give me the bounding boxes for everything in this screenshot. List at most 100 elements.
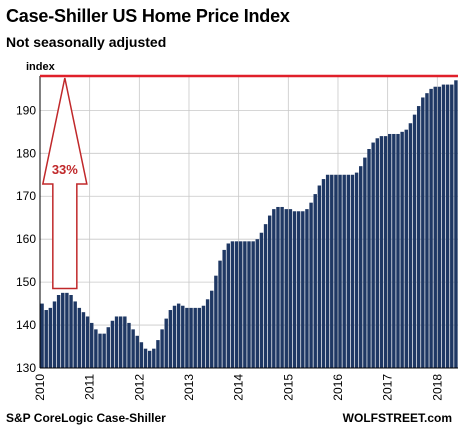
bar bbox=[164, 318, 168, 368]
x-tick-label: 2017 bbox=[381, 374, 395, 401]
bar bbox=[404, 129, 408, 368]
bar bbox=[127, 322, 131, 368]
bars bbox=[40, 80, 458, 369]
bar bbox=[69, 295, 73, 368]
bar bbox=[272, 209, 276, 368]
bar bbox=[412, 114, 417, 368]
bar bbox=[81, 312, 86, 368]
bar bbox=[284, 209, 288, 368]
bar bbox=[379, 136, 384, 368]
bar bbox=[234, 241, 239, 368]
x-tick-label: 2018 bbox=[430, 374, 444, 401]
bar bbox=[276, 206, 280, 368]
bar bbox=[383, 136, 388, 368]
bar bbox=[77, 307, 82, 368]
bar bbox=[251, 241, 255, 368]
bar bbox=[292, 211, 297, 368]
bar bbox=[189, 307, 193, 368]
bar bbox=[346, 174, 351, 368]
bar bbox=[226, 243, 231, 368]
bar bbox=[156, 340, 160, 368]
x-tick-label: 2014 bbox=[232, 374, 246, 401]
bar bbox=[52, 301, 57, 368]
bar bbox=[131, 329, 135, 368]
bar bbox=[85, 316, 90, 368]
bar bbox=[147, 350, 152, 368]
bar bbox=[247, 241, 251, 368]
bar bbox=[118, 316, 123, 368]
bar bbox=[301, 211, 305, 368]
bar bbox=[317, 185, 322, 368]
bar bbox=[437, 86, 442, 368]
bar bbox=[197, 307, 202, 368]
bar bbox=[106, 327, 111, 368]
bar bbox=[218, 260, 222, 368]
bar bbox=[210, 290, 214, 368]
bar bbox=[325, 174, 330, 368]
x-tick-label: 2011 bbox=[83, 374, 97, 400]
x-tick-label: 2015 bbox=[281, 374, 295, 401]
bar bbox=[181, 305, 185, 368]
bar bbox=[354, 172, 359, 368]
bar bbox=[450, 84, 454, 369]
bar bbox=[313, 194, 317, 368]
bar bbox=[280, 206, 284, 368]
bar bbox=[363, 157, 367, 368]
bar bbox=[359, 166, 363, 368]
bar bbox=[123, 316, 127, 368]
bar bbox=[408, 123, 413, 368]
bar bbox=[454, 80, 458, 368]
bar bbox=[168, 310, 173, 368]
y-axis-label: index bbox=[26, 61, 56, 73]
axes: 130 140 150 160 170 180 190 index 2010 2011 2012 20… bbox=[16, 61, 458, 401]
bar bbox=[433, 86, 437, 368]
x-tick-label: 2010 bbox=[33, 374, 47, 401]
bar bbox=[255, 239, 259, 368]
bar bbox=[193, 307, 197, 368]
y-tick-label: 160 bbox=[16, 232, 36, 246]
bar bbox=[263, 224, 268, 368]
y-tick-label: 170 bbox=[16, 189, 36, 203]
bar bbox=[259, 232, 264, 368]
bar bbox=[305, 209, 309, 368]
bar bbox=[441, 84, 446, 369]
bar bbox=[40, 303, 44, 368]
bar bbox=[392, 133, 396, 368]
up-arrow bbox=[41, 77, 88, 290]
bar bbox=[425, 93, 429, 369]
chart-subtitle: Not seasonally adjusted bbox=[6, 34, 167, 50]
bar bbox=[143, 348, 148, 368]
bar bbox=[48, 307, 53, 368]
bar bbox=[367, 149, 371, 368]
bar bbox=[152, 348, 156, 368]
bar bbox=[334, 174, 338, 368]
bar bbox=[321, 179, 326, 368]
x-tick-label: 2013 bbox=[182, 374, 196, 401]
bar bbox=[350, 174, 355, 368]
y-tick-label: 190 bbox=[16, 103, 36, 117]
bar bbox=[102, 333, 106, 368]
bar bbox=[90, 322, 94, 368]
x-tick-label: 2016 bbox=[331, 374, 345, 401]
bar bbox=[114, 316, 119, 368]
bar bbox=[421, 97, 425, 369]
bar bbox=[214, 275, 218, 368]
brand-watermark: WOLFSTREET.com bbox=[342, 411, 452, 425]
bar bbox=[222, 249, 226, 368]
bar bbox=[267, 215, 272, 368]
bar bbox=[160, 329, 164, 368]
bar bbox=[44, 310, 48, 368]
annotation-label: 33% bbox=[52, 162, 78, 177]
bar bbox=[56, 295, 61, 368]
bar bbox=[445, 84, 450, 369]
y-tick-label: 130 bbox=[16, 361, 36, 375]
bar bbox=[330, 174, 334, 368]
annotations: 33% bbox=[40, 74, 458, 290]
bar bbox=[110, 320, 115, 368]
bar bbox=[243, 241, 247, 368]
source-note: S&P CoreLogic Case-Shiller bbox=[6, 411, 166, 425]
bar bbox=[396, 133, 400, 368]
bar bbox=[309, 202, 313, 368]
chart-title: Case-Shiller US Home Price Index bbox=[6, 6, 290, 26]
